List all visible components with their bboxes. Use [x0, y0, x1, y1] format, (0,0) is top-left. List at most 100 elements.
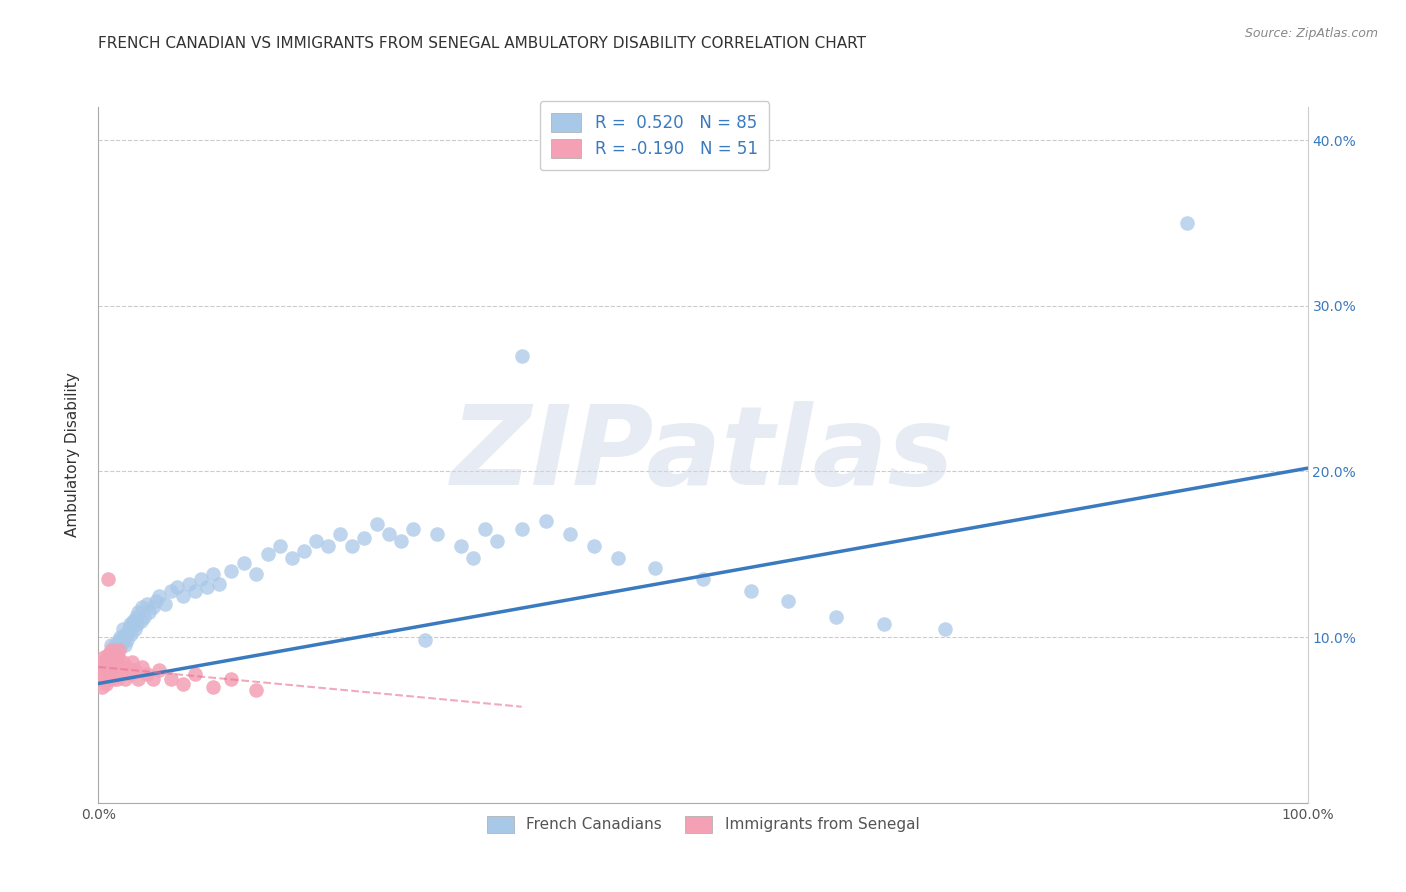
- Point: [281, 550, 304, 565]
- Point: [402, 523, 425, 537]
- Point: [474, 523, 496, 537]
- Point: [413, 633, 436, 648]
- Point: [127, 605, 149, 619]
- Point: [111, 622, 134, 636]
- Point: [111, 633, 134, 648]
- Point: [103, 655, 125, 669]
- Point: [184, 583, 207, 598]
- Point: [129, 614, 152, 628]
- Point: [91, 655, 114, 669]
- Point: [145, 593, 167, 607]
- Point: [101, 660, 124, 674]
- Point: [221, 564, 243, 578]
- Point: [93, 650, 115, 665]
- Point: [148, 589, 170, 603]
- Point: [111, 655, 134, 669]
- Point: [98, 647, 121, 661]
- Point: [100, 650, 122, 665]
- Text: FRENCH CANADIAN VS IMMIGRANTS FROM SENEGAL AMBULATORY DISABILITY CORRELATION CHA: FRENCH CANADIAN VS IMMIGRANTS FROM SENEG…: [98, 36, 866, 51]
- Point: [389, 534, 412, 549]
- Point: [148, 663, 170, 677]
- Point: [91, 672, 114, 686]
- Point: [463, 550, 485, 565]
- Point: [124, 622, 146, 636]
- Point: [607, 550, 630, 565]
- Point: [1175, 216, 1198, 230]
- Point: [97, 572, 120, 586]
- Point: [583, 539, 606, 553]
- Point: [486, 534, 509, 549]
- Point: [245, 683, 267, 698]
- Point: [510, 523, 533, 537]
- Point: [97, 672, 120, 686]
- Point: [166, 581, 188, 595]
- Point: [104, 639, 127, 653]
- Point: [131, 660, 153, 674]
- Point: [190, 572, 212, 586]
- Point: [426, 527, 449, 541]
- Point: [103, 666, 125, 681]
- Point: [108, 630, 131, 644]
- Point: [366, 517, 388, 532]
- Point: [131, 600, 153, 615]
- Point: [121, 616, 143, 631]
- Point: [292, 544, 315, 558]
- Legend: French Canadians, Immigrants from Senegal: French Canadians, Immigrants from Senega…: [475, 805, 931, 844]
- Point: [125, 610, 148, 624]
- Text: ZIPatlas: ZIPatlas: [451, 401, 955, 508]
- Point: [94, 660, 117, 674]
- Point: [122, 614, 145, 628]
- Point: [127, 616, 149, 631]
- Point: [114, 672, 136, 686]
- Point: [107, 643, 129, 657]
- Point: [316, 539, 339, 553]
- Point: [105, 650, 128, 665]
- Point: [108, 643, 131, 657]
- Point: [118, 666, 141, 681]
- Point: [342, 539, 364, 553]
- Point: [305, 534, 328, 549]
- Point: [108, 633, 131, 648]
- Point: [269, 539, 291, 553]
- Point: [103, 643, 125, 657]
- Point: [558, 527, 581, 541]
- Point: [107, 663, 129, 677]
- Point: [90, 672, 112, 686]
- Point: [138, 605, 160, 619]
- Point: [740, 583, 762, 598]
- Point: [202, 567, 225, 582]
- Point: [105, 672, 128, 686]
- Point: [184, 666, 207, 681]
- Point: [142, 672, 165, 686]
- Point: [104, 663, 127, 677]
- Point: [104, 650, 127, 665]
- Point: [153, 597, 176, 611]
- Point: [825, 610, 848, 624]
- Point: [101, 660, 124, 674]
- Point: [112, 663, 135, 677]
- Point: [91, 663, 114, 677]
- Text: Source: ZipAtlas.com: Source: ZipAtlas.com: [1244, 27, 1378, 40]
- Point: [644, 560, 666, 574]
- Point: [135, 597, 157, 611]
- Point: [120, 627, 142, 641]
- Point: [353, 531, 375, 545]
- Point: [377, 527, 399, 541]
- Point: [100, 639, 122, 653]
- Point: [117, 633, 139, 648]
- Point: [96, 666, 118, 681]
- Point: [510, 349, 533, 363]
- Point: [114, 639, 136, 653]
- Point: [221, 672, 243, 686]
- Point: [93, 666, 115, 681]
- Point: [107, 650, 129, 665]
- Point: [160, 583, 183, 598]
- Point: [118, 616, 141, 631]
- Point: [100, 666, 122, 681]
- Point: [97, 672, 120, 686]
- Point: [96, 650, 118, 665]
- Point: [172, 589, 194, 603]
- Point: [179, 577, 201, 591]
- Point: [93, 655, 115, 669]
- Point: [121, 655, 143, 669]
